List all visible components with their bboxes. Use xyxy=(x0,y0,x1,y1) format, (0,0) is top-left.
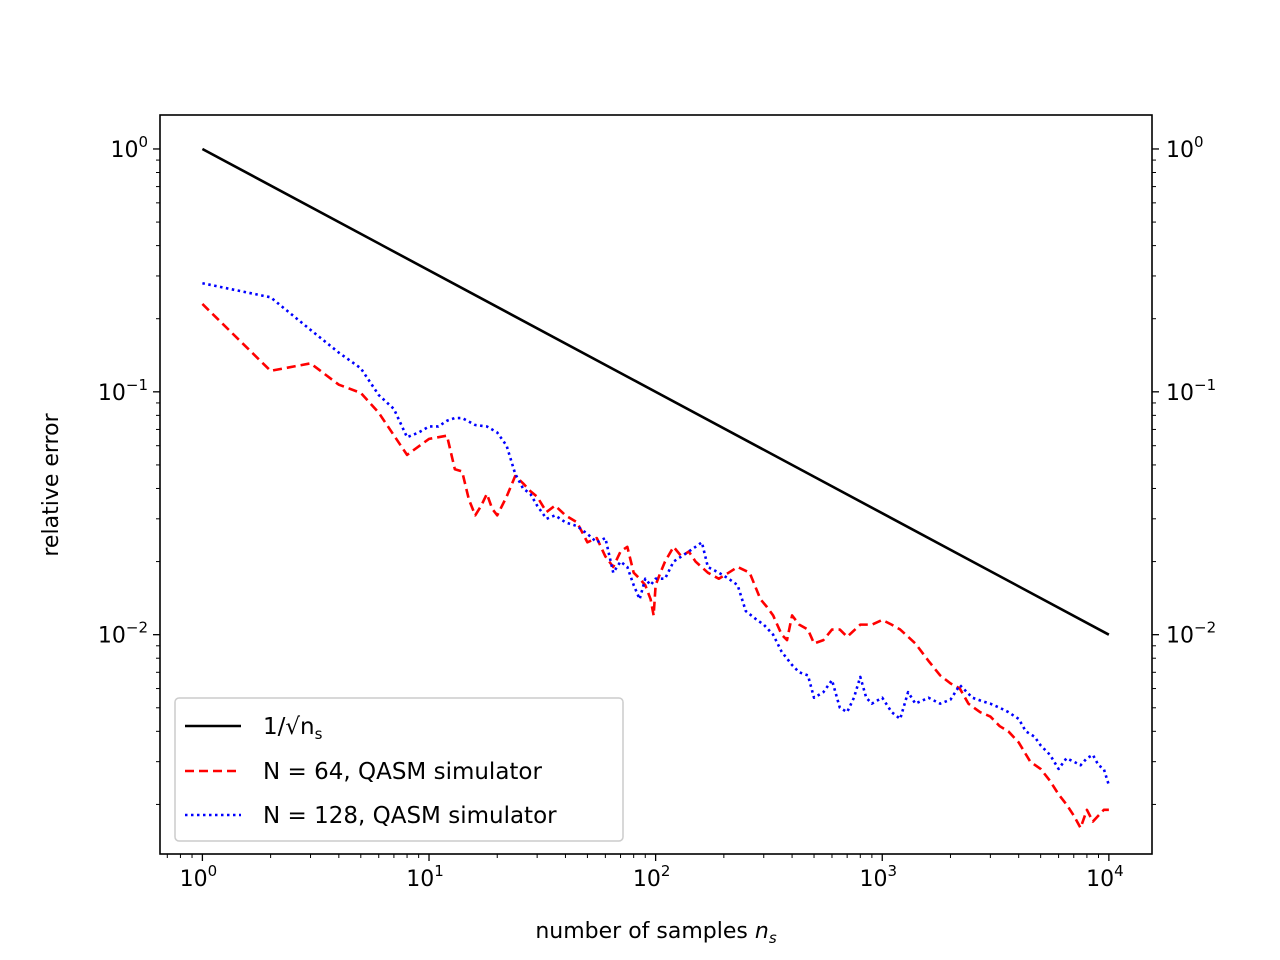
y-tick-label-right: 100 xyxy=(1166,133,1204,163)
y-tick-label-right: 10−2 xyxy=(1166,619,1216,649)
legend-label-0: 1/√ns xyxy=(263,714,323,743)
y-tick-label-left: 10−1 xyxy=(98,376,148,406)
y-axis-label: relative error xyxy=(39,412,64,556)
plot-frame xyxy=(159,114,1153,855)
x-tick-label: 101 xyxy=(406,862,444,892)
x-tick-label: 104 xyxy=(1086,862,1124,892)
y-tick-label-left: 100 xyxy=(110,133,148,163)
ticks-layer: 100 101 102 103 104 100 100 10−1 10−1 10−2 10−2 xyxy=(98,133,1216,892)
y-tick-label-right: 10−1 xyxy=(1166,376,1216,406)
legend: 1/√ns N = 64, QASM simulator N = 128, QASM… xyxy=(174,697,624,842)
legend-box xyxy=(174,697,624,842)
y-tick-label-left: 10−2 xyxy=(98,619,148,649)
series-line-0 xyxy=(201,147,1110,636)
x-tick-label: 102 xyxy=(633,862,671,892)
legend-label-1: N = 64, QASM simulator xyxy=(263,759,543,785)
x-tick-label: 103 xyxy=(859,862,897,892)
x-tick-label: 100 xyxy=(180,862,218,892)
legend-entries: 1/√ns N = 64, QASM simulator N = 128, QASM… xyxy=(185,714,557,829)
series-layer xyxy=(201,147,1111,830)
x-axis-label: number of samples ns xyxy=(535,919,776,947)
legend-label-2: N = 128, QASM simulator xyxy=(263,803,557,829)
series-line-1 xyxy=(201,303,1109,830)
